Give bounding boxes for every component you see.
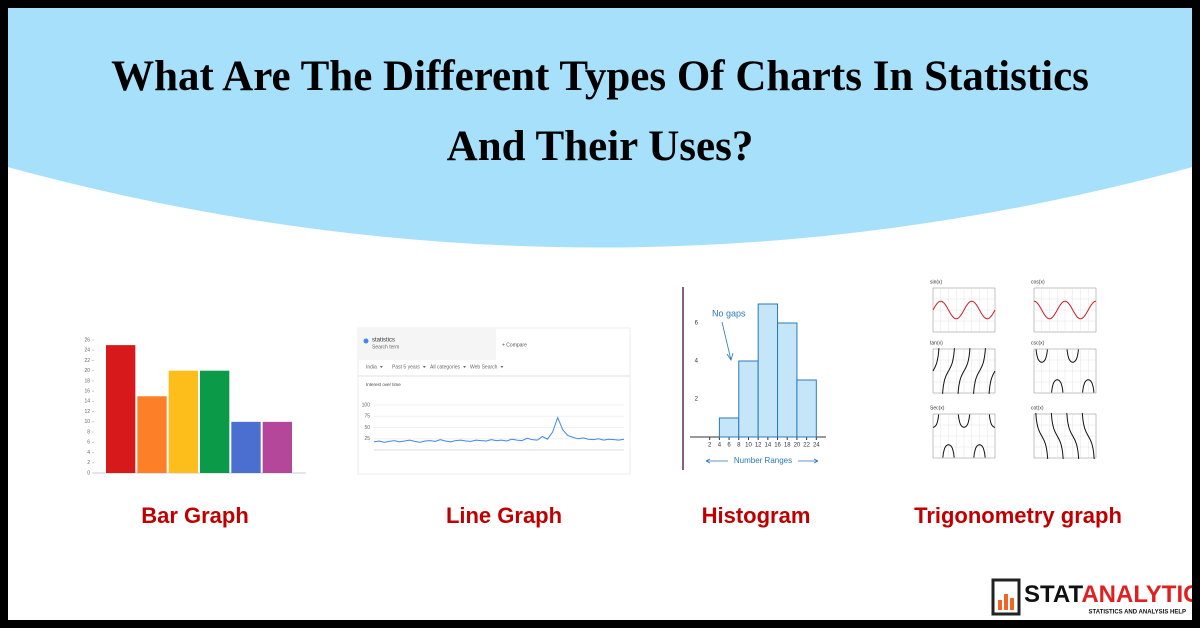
graph-label: tan(x) [930,340,943,346]
y-tick-label: 24 [84,348,90,354]
x-tick-label: 2 [708,443,712,449]
y-tick-label: 22 [84,358,90,364]
graph-label: sin(x) [930,279,943,285]
x-tick-label: 4 [718,443,722,449]
graph-label: cos(x) [1031,279,1045,285]
logo-icon [1004,594,1008,610]
chart-title: Interest over time [366,382,401,387]
y-tick-label: 0 [87,470,90,476]
y-tick-label: 10 [84,419,90,425]
y-tick-label: 26 [84,337,90,343]
title-line: What Are The Different Types Of Charts I… [111,53,1089,100]
bar [262,421,292,473]
graph-label: csc(x) [1031,340,1045,346]
search-sub: Search term [372,344,399,350]
y-tick-label: 20 [84,368,90,374]
annotation-arrow [721,321,734,361]
dropdown-arrow [422,366,426,368]
filter: India [366,364,377,370]
x-tick-label: 10 [745,443,752,449]
chart-label: Line Graph [446,503,562,528]
graph-label: cot(x) [1031,405,1044,411]
logo-brand: ANALYTICA [1081,581,1200,608]
filter: Past 5 years [392,364,420,370]
graph-label: Sec(x) [930,405,945,411]
bar [200,370,230,473]
y-tick-label: 8 [87,429,90,435]
x-tick-label: 24 [813,443,820,449]
graph-curve [932,300,996,320]
y-tick-label: 18 [84,378,90,384]
x-tick-label: 18 [784,443,791,449]
chart-label: Bar Graph [141,503,249,528]
bar [757,303,779,438]
trend-line [373,416,625,443]
bar [231,421,261,473]
y-tick-label: 2 [87,460,90,466]
y-tick-label: 4 [87,450,90,456]
x-tick-label: 20 [794,443,801,449]
graph-curve [1034,300,1096,320]
filter: All categories [430,364,461,370]
logo-text: STATANALYTICA [1024,581,1200,608]
graph-curve [1035,413,1095,459]
y-tick-label: 2 [695,397,699,403]
search-box [358,328,496,360]
y-tick-label: 25 [364,436,370,442]
graph-curve [932,348,996,394]
x-tick-label: 8 [737,443,741,449]
logo-icon [998,600,1002,610]
y-tick-label: 6 [87,440,90,446]
y-tick-label: 50 [364,425,370,431]
y-tick-label: 14 [84,399,90,405]
bar [718,417,740,438]
x-tick-label: 22 [803,443,810,449]
logo-icon [991,578,1021,616]
x-tick-label: 16 [774,443,781,449]
logo: STATANALYTICA STATISTICS AND ANALYSIS HE… [991,578,1200,616]
dropdown-arrow [379,366,383,368]
graph-curve [933,414,995,458]
series-dot [363,338,369,344]
y-tick-label: 100 [362,402,371,408]
bar [738,360,759,438]
filter: Web Search [470,364,498,370]
y-tick-label: 4 [695,359,699,365]
annotation: No gaps [712,308,746,318]
logo-tagline: STATISTICS AND ANALYSIS HELP [1089,610,1186,616]
graph-curve [1035,349,1095,393]
axis-arrows [705,458,819,464]
chart-label: Histogram [702,503,811,528]
bar [168,370,198,473]
dropdown-arrow [463,366,467,368]
title-line: And Their Uses? [447,123,754,170]
y-tick-label: 6 [695,321,699,327]
chart-label: Trigonometry graph [914,503,1122,528]
header-shape [0,0,1200,248]
bar [796,379,817,438]
dropdown-arrow [500,366,504,368]
y-tick-label: 75 [364,414,370,420]
y-tick-label: 16 [84,388,90,394]
x-tick-label: 14 [765,443,772,449]
bar [777,322,798,438]
compare: + Compare [502,342,527,348]
y-tick-label: 12 [84,409,90,415]
logo-brand: STAT [1024,581,1083,608]
logo-icon [1010,598,1014,610]
x-tick-label: 12 [755,443,762,449]
search-term: statistics [372,338,395,344]
x-axis-label: Number Ranges [734,456,792,465]
x-tick-label: 6 [727,443,731,449]
bar [137,396,167,473]
bar [106,345,136,473]
